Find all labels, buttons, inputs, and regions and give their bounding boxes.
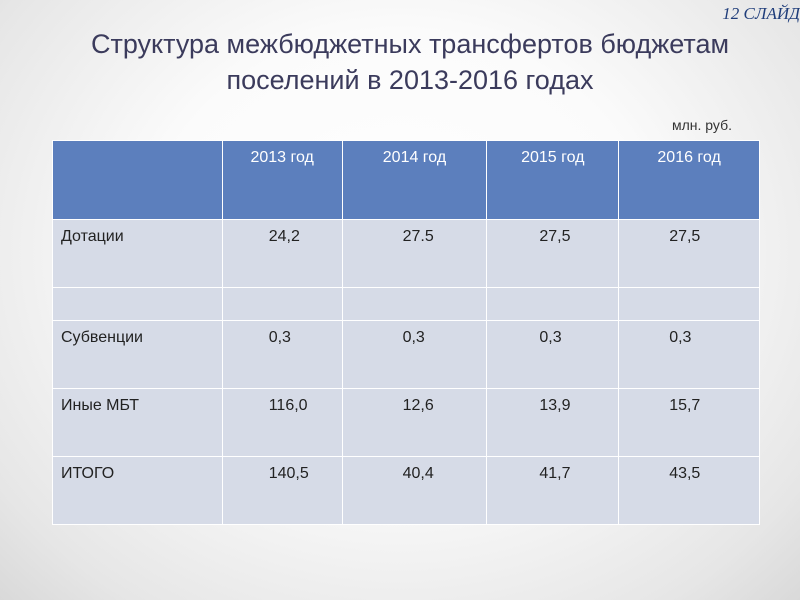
- cell-value: 0,3: [268, 329, 291, 346]
- cell-value: 0,3: [669, 329, 692, 346]
- cell-value: [223, 288, 269, 305]
- header-cell-2015: 2015 год: [486, 140, 620, 220]
- table-cell: 140,5: [221, 456, 343, 525]
- row-label: ИТОГО: [52, 456, 223, 525]
- table-row: Субвенции 0,3 0,3 0,3 0,3: [52, 320, 760, 389]
- table-row: [52, 287, 760, 321]
- slide-number: 12 СЛАЙД: [722, 4, 800, 23]
- title-line-1: Структура межбюджетных трансфертов бюдже…: [90, 29, 730, 59]
- cell-value: 15,7: [669, 397, 701, 414]
- table-cell: 0,3: [341, 320, 488, 389]
- table-cell: 40,4: [341, 456, 488, 525]
- cell-value: 116,0: [268, 397, 308, 414]
- cell-value: 27,5: [669, 228, 701, 245]
- table-cell: 116,0: [221, 388, 343, 457]
- table-cell: 27,5: [618, 219, 760, 288]
- cell-value: [619, 288, 669, 305]
- table-cell: 0,3: [618, 320, 760, 389]
- slide-title: Структура межбюджетных трансфертов бюдже…: [20, 26, 800, 98]
- table-row: ИТОГО 140,5 40,4 41,7 43,5: [52, 456, 760, 525]
- row-label: Иные МБТ: [52, 388, 223, 457]
- cell-value: 140,5: [268, 465, 309, 482]
- table-cell: 41,7: [486, 456, 620, 525]
- table-cell: 12,6: [341, 388, 488, 457]
- cell-value: [343, 288, 403, 305]
- table-cell: [618, 287, 760, 321]
- table-cell: 27,5: [486, 219, 620, 288]
- transfers-table: 2013 год 2014 год 2015 год 2016 год Дота…: [52, 140, 760, 525]
- unit-label: млн. руб.: [672, 117, 732, 133]
- cell-value: 40,4: [402, 465, 434, 482]
- cell-value: 43,5: [669, 465, 701, 482]
- table-cell: [486, 287, 620, 321]
- cell-value: [487, 288, 539, 305]
- table-cell: 24,2: [221, 219, 343, 288]
- table-cell: 43,5: [618, 456, 760, 525]
- cell-value: 27,5: [539, 228, 571, 245]
- title-line-2: поселений в 2013-2016 годах: [226, 65, 594, 95]
- table-cell: 0,3: [486, 320, 620, 389]
- cell-value: 0,3: [402, 329, 425, 346]
- header-cell-2016: 2016 год: [618, 140, 760, 220]
- table-cell: 13,9: [486, 388, 620, 457]
- table-cell: 27.5: [341, 219, 488, 288]
- table-cell: 15,7: [618, 388, 760, 457]
- cell-value: 41,7: [539, 465, 571, 482]
- cell-value: 0,3: [539, 329, 562, 346]
- table-cell: [221, 287, 343, 321]
- table-row: Дотации 24,2 27.5 27,5 27,5: [52, 219, 760, 288]
- cell-value: 27.5: [402, 228, 434, 245]
- header-cell-2013: 2013 год: [221, 140, 343, 220]
- table-header-row: 2013 год 2014 год 2015 год 2016 год: [52, 140, 760, 220]
- cell-value: 13,9: [539, 397, 571, 414]
- row-label: [52, 287, 223, 321]
- header-cell-corner: [52, 140, 223, 220]
- table-cell: 0,3: [221, 320, 343, 389]
- row-label: Субвенции: [52, 320, 223, 389]
- table-cell: [341, 287, 488, 321]
- table-row: Иные МБТ 116,0 12,6 13,9 15,7: [52, 388, 760, 457]
- header-cell-2014: 2014 год: [341, 140, 488, 220]
- row-label: Дотации: [52, 219, 223, 288]
- cell-value: 12,6: [402, 397, 434, 414]
- cell-value: 24,2: [268, 228, 300, 245]
